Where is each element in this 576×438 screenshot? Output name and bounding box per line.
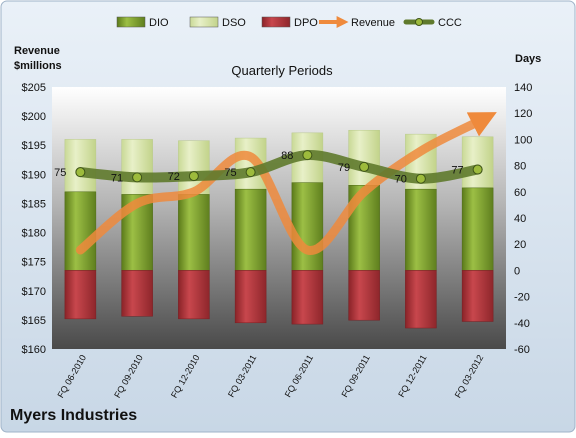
legend-label: DSO xyxy=(222,17,246,29)
ccc-point xyxy=(188,171,199,182)
left-axis-tick-label: $200 xyxy=(22,111,46,123)
dpo-bar xyxy=(234,270,267,324)
ccc-data-label: 75 xyxy=(54,167,66,179)
left-axis-tick-label: $165 xyxy=(22,315,46,327)
legend-item: DSO xyxy=(189,16,246,29)
ccc-data-label: 70 xyxy=(395,174,407,186)
dso-bar xyxy=(348,129,380,186)
ccc-point xyxy=(415,173,426,184)
legend-swatch xyxy=(116,16,146,28)
left-axis-label-line1: Revenue xyxy=(14,45,60,57)
legend-marker xyxy=(415,18,423,26)
legend-item: DPO xyxy=(261,16,318,29)
legend-item: DIO xyxy=(116,16,169,29)
right-axis-tick-label: 60 xyxy=(514,187,526,199)
left-axis-tick-label: $160 xyxy=(22,344,46,356)
legend-item: CCC xyxy=(403,17,462,29)
left-axis-tick-label: $190 xyxy=(22,169,46,181)
legend-label: Revenue xyxy=(351,17,395,29)
right-axis-tick-label: -20 xyxy=(514,292,530,304)
ccc-data-label: 72 xyxy=(168,171,180,183)
ccc-point xyxy=(302,150,313,161)
right-axis-tick-label: 80 xyxy=(514,161,526,173)
right-axis-tick-label: 40 xyxy=(514,213,526,225)
right-axis-tick-label: 0 xyxy=(514,265,520,277)
legend-swatch xyxy=(261,16,291,28)
right-axis-tick-label: -40 xyxy=(514,318,530,330)
dpo-bar xyxy=(121,270,153,317)
ccc-data-label: 88 xyxy=(281,150,293,162)
ccc-data-label: 77 xyxy=(451,165,463,177)
ccc-point xyxy=(75,167,86,178)
right-axis-tick-label: -60 xyxy=(514,344,530,356)
ccc-data-label: 79 xyxy=(338,162,350,174)
right-axis-tick-label: 100 xyxy=(514,134,532,146)
legend-label: DIO xyxy=(149,17,169,29)
dso-bar xyxy=(121,139,153,195)
ccc-point xyxy=(359,161,370,172)
ccc-data-label: 71 xyxy=(111,172,123,184)
chart-title: Quarterly Periods xyxy=(231,63,333,78)
company-name: Myers Industries xyxy=(10,407,137,424)
dpo-bar xyxy=(64,270,97,320)
ccc-point xyxy=(472,164,483,175)
left-axis-tick-label: $180 xyxy=(22,228,46,240)
dio-bar xyxy=(178,194,210,271)
legend-swatch xyxy=(189,16,219,28)
line-layer: 75 71 72 75 88 79 70 77 xyxy=(54,112,497,255)
left-axis-tick-label: $185 xyxy=(22,198,46,210)
left-axis-tick-label: $195 xyxy=(22,140,46,152)
dio-bar xyxy=(461,187,494,271)
left-axis-tick-label: $205 xyxy=(22,82,46,94)
legend-item: Revenue xyxy=(319,16,395,29)
right-axis-tick-label: 120 xyxy=(514,108,532,120)
ccc-point xyxy=(132,172,143,183)
dpo-bar xyxy=(348,270,380,321)
dso-bar xyxy=(64,139,97,193)
dpo-bar xyxy=(461,270,494,322)
dio-bar xyxy=(405,188,437,271)
legend-label: DPO xyxy=(294,17,318,29)
left-axis-label-line2: $millions xyxy=(14,60,62,72)
dpo-bar xyxy=(405,270,437,329)
revenue-line xyxy=(75,112,497,255)
right-axis-tick-label: 140 xyxy=(514,82,532,94)
dpo-bar xyxy=(291,270,324,325)
ccc-point xyxy=(245,167,256,178)
ccc-data-label: 75 xyxy=(224,167,236,179)
left-axis-tick-label: $175 xyxy=(22,257,46,269)
dso-bar xyxy=(461,136,494,189)
right-axis-label: Days xyxy=(515,53,541,65)
left-axis-tick-label: $170 xyxy=(22,286,46,298)
dio-bar xyxy=(291,182,324,271)
legend-label: CCC xyxy=(438,17,462,29)
legend: DIO DSO DPO Revenue CCC xyxy=(116,16,462,29)
dpo-bar xyxy=(178,270,210,320)
dio-bar xyxy=(234,188,267,271)
dio-bar xyxy=(64,191,97,271)
right-axis-tick-label: 20 xyxy=(514,239,526,251)
